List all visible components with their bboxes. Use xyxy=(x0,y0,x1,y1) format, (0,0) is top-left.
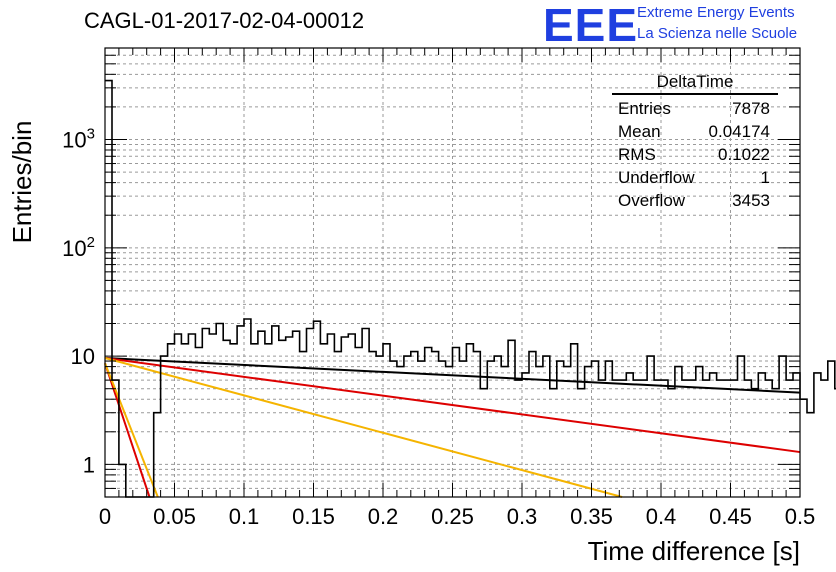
run-title: CAGL-01-2017-02-04-00012 xyxy=(84,8,365,33)
y-tick-label: 103 xyxy=(62,126,95,153)
fit-curve xyxy=(104,357,801,454)
brand-line-2: La Scienza nelle Scuole xyxy=(637,25,798,42)
x-tick-label: 0.4 xyxy=(646,504,677,529)
fit-curve xyxy=(104,362,159,498)
histogram xyxy=(105,79,836,498)
x-tick-label: 0.5 xyxy=(785,504,816,529)
brand-text: Extreme Energy Events La Scienza nelle S… xyxy=(637,2,797,44)
x-tick-label: 0.45 xyxy=(709,504,752,529)
y-tick-label: 10 xyxy=(71,344,95,369)
plot-frame xyxy=(104,47,801,498)
stats-label: Underflow xyxy=(618,168,695,187)
stats-value: 1 xyxy=(760,168,770,187)
fit-curve xyxy=(104,357,623,498)
brand-line-1: Extreme Energy Events xyxy=(637,4,795,21)
fit-curves xyxy=(104,357,801,498)
stats-row-entries: Entries 7878 xyxy=(612,97,778,120)
stats-row-underflow: Underflow 1 xyxy=(612,166,778,189)
stats-value: 7878 xyxy=(732,99,770,118)
x-tick-label: 0.2 xyxy=(368,504,399,529)
stats-label: RMS xyxy=(618,145,656,164)
stats-value: 0.1022 xyxy=(718,145,770,164)
stats-box: DeltaTime Entries 7878 Mean 0.04174 RMS … xyxy=(612,72,778,212)
x-tick-label: 0.35 xyxy=(570,504,613,529)
axes xyxy=(104,47,801,498)
tick-labels: 0 0.05 0.1 0.15 0.2 0.25 0.3 0.35 0.4 0.45 0.5 1 10 1… xyxy=(62,126,815,529)
stats-row-rms: RMS 0.1022 xyxy=(612,143,778,166)
x-axis-label: Time difference [s] xyxy=(588,536,800,566)
stats-label: Overflow xyxy=(618,191,686,210)
y-tick-label: 1 xyxy=(83,452,95,477)
histogram-outline xyxy=(105,79,836,498)
stats-label: Mean xyxy=(618,122,661,141)
x-tick-label: 0.15 xyxy=(292,504,335,529)
stats-value: 0.04174 xyxy=(708,122,770,141)
eee-logo: EEE xyxy=(543,0,639,51)
stats-row-mean: Mean 0.04174 xyxy=(612,120,778,143)
stats-title: DeltaTime xyxy=(612,72,778,95)
stats-label: Entries xyxy=(618,99,671,118)
x-tick-label: 0.25 xyxy=(431,504,474,529)
y-tick-label: 102 xyxy=(62,234,95,261)
fit-curve xyxy=(104,357,801,394)
x-tick-label: 0.1 xyxy=(229,504,260,529)
x-tick-label: 0.3 xyxy=(507,504,538,529)
x-tick-label: 0 xyxy=(99,504,111,529)
y-axis-label: Entries/bin xyxy=(7,121,37,244)
stats-row-overflow: Overflow 3453 xyxy=(612,189,778,212)
x-tick-label: 0.05 xyxy=(153,504,196,529)
fit-curve xyxy=(104,362,151,498)
stats-value: 3453 xyxy=(732,191,770,210)
